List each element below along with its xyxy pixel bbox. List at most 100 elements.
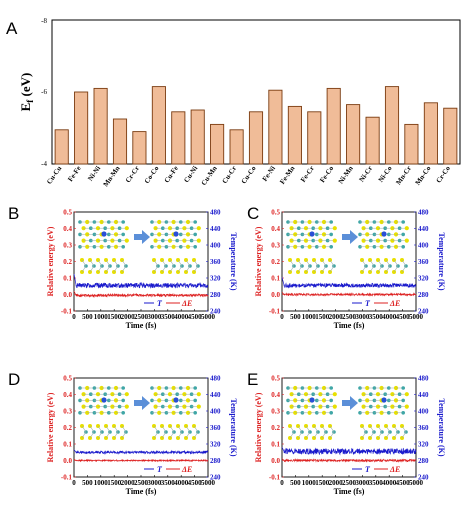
- bar-fe-co: [326, 87, 341, 165]
- x-tick-label: Co-Co: [143, 164, 161, 185]
- x-tick-label: Cu-Ni: [182, 165, 199, 185]
- s-atom: [124, 404, 129, 409]
- bar-mn-co: [423, 102, 438, 165]
- y-right-axis-label: Temperature (K): [229, 399, 238, 457]
- mo-atom: [121, 245, 125, 249]
- mo-atom: [92, 245, 97, 249]
- bond: [121, 265, 127, 273]
- y-right-tick-label: 360: [418, 258, 429, 266]
- y-right-tick-label: 280: [418, 457, 429, 465]
- bond: [369, 265, 375, 273]
- bond: [369, 425, 375, 433]
- y-axis-label: Ef (eV): [18, 73, 35, 112]
- y-left-tick-label: 0.2: [63, 258, 72, 266]
- y-right-tick-label: 440: [418, 225, 429, 233]
- bond: [185, 259, 191, 267]
- bar-group: [54, 86, 458, 165]
- y-right-tick-label: 400: [418, 241, 429, 249]
- x-tick-label: 1500: [107, 313, 122, 321]
- x-tick-label: 4500: [188, 479, 203, 487]
- bond: [121, 259, 127, 267]
- bond: [393, 265, 399, 273]
- s-atom: [404, 392, 409, 397]
- y-right-tick-label: 440: [418, 391, 429, 399]
- x-tick-label: Fe-Mn: [278, 164, 296, 185]
- y-right-tick-label: 400: [418, 407, 429, 415]
- y-left-tick-label: 0.0: [63, 291, 72, 299]
- y-right-tick-label: 240: [210, 307, 221, 315]
- mo-atom: [401, 232, 406, 237]
- panel-label-e: E: [247, 370, 258, 389]
- energy-series-line: [281, 458, 417, 463]
- x-tick-label: 1000: [94, 479, 109, 487]
- y-right-tick-label: 440: [210, 225, 221, 233]
- panel-e: E 0 500 1000 1500 2000 2500 3000 3500 4000 4500 500…: [247, 370, 446, 496]
- s-atom: [404, 238, 409, 243]
- dopant-atom: [309, 231, 315, 237]
- y-right-tick-label: 360: [210, 424, 221, 432]
- x-tick-label: 4000: [382, 479, 397, 487]
- x-axis-label: Time (fs): [334, 321, 365, 330]
- x-axis-label: Time (fs): [126, 487, 157, 496]
- bond: [105, 425, 111, 433]
- mo-atom: [193, 411, 197, 415]
- energy-series-line: [281, 291, 417, 297]
- y-left-axis-label: Relative energy (eV): [254, 226, 263, 296]
- mo-atom: [117, 238, 122, 243]
- temperature-series-line: [73, 449, 209, 455]
- x-tick-label: 3000: [355, 479, 370, 487]
- x-axis-label: Time (fs): [126, 321, 157, 330]
- y-right-tick-label: 480: [418, 374, 429, 382]
- bond: [89, 431, 95, 439]
- bond: [97, 259, 103, 267]
- y-left-tick-label: 0.3: [63, 241, 72, 249]
- s-atom: [157, 219, 162, 225]
- y-left-axis-label: Relative energy (eV): [46, 226, 55, 296]
- panel-b: B 0 500 1000 1500 2000 2500 3000 3500 4000 4500 500…: [8, 204, 238, 330]
- bond: [89, 425, 95, 433]
- s-atom: [332, 238, 337, 243]
- mo-atom: [92, 411, 97, 415]
- y-left-tick-label: 0.5: [63, 208, 72, 216]
- x-tick-label: 3000: [147, 313, 162, 321]
- bar-cu-cu: [54, 129, 69, 165]
- s-atom: [157, 232, 162, 237]
- bond: [89, 259, 95, 267]
- bond: [305, 425, 311, 433]
- bond: [313, 431, 319, 439]
- y-left-tick-label: 0.1: [63, 274, 72, 282]
- bond: [153, 259, 159, 267]
- s-atom: [157, 244, 162, 249]
- s-atom: [332, 404, 337, 409]
- mo-atom: [193, 232, 197, 237]
- x-tick-label: 3000: [355, 313, 370, 321]
- bond: [313, 265, 319, 273]
- bond: [105, 265, 111, 273]
- dopant-atom: [101, 397, 107, 403]
- x-tick-label: 1500: [315, 479, 330, 487]
- x-tick-label: 2000: [329, 479, 344, 487]
- panel-c: C 0 500 1000 1500 2000 2500 3000 3500 4000 4500 500…: [247, 204, 446, 330]
- bond: [329, 431, 335, 439]
- mo-atom: [401, 220, 406, 224]
- x-tick-label: Mn-Co: [414, 164, 433, 187]
- mo-atom: [92, 386, 97, 390]
- x-tick-label: 2500: [134, 479, 149, 487]
- y-left-axis-label: Relative energy (eV): [46, 392, 55, 462]
- bar-cu-mn: [210, 123, 225, 165]
- y-left-tick-label: 0.5: [271, 208, 280, 216]
- dopant-atom: [173, 231, 179, 237]
- y-right-tick-label: 360: [210, 258, 221, 266]
- x-tick-label: 4500: [188, 313, 203, 321]
- bar-ni-cr: [365, 116, 380, 165]
- legend-temperature-label: T: [365, 465, 371, 474]
- y-tick-label: -4: [41, 160, 47, 168]
- y-right-tick-label: 400: [210, 407, 221, 415]
- y-left-tick-label: 0.2: [271, 424, 280, 432]
- y-left-tick-label: 0.3: [271, 241, 280, 249]
- legend-temperature-label: T: [365, 299, 371, 308]
- bond: [393, 259, 399, 267]
- mo-atom: [121, 386, 125, 390]
- s-atom: [332, 226, 337, 231]
- bond: [161, 431, 167, 439]
